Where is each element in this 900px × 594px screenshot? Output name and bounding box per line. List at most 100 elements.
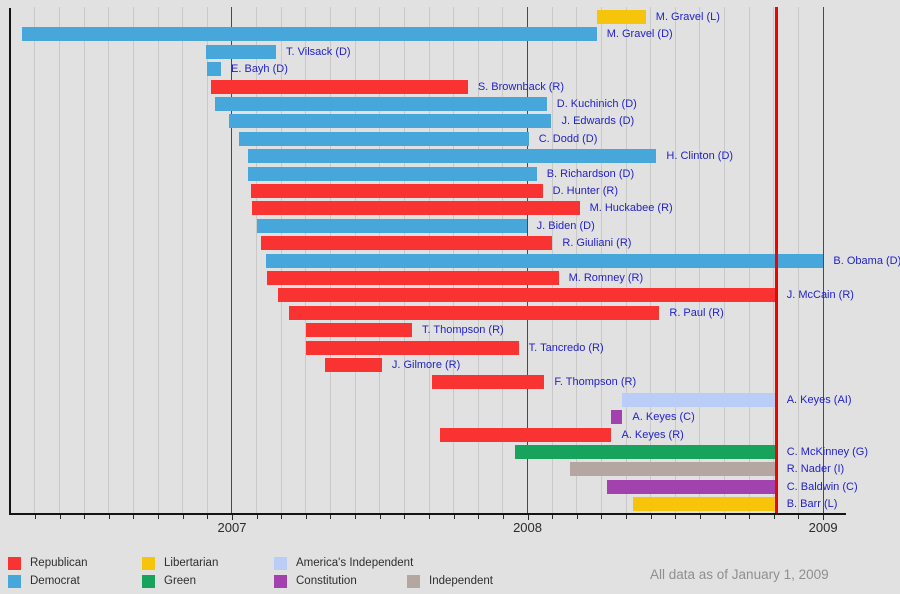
month-gridline (256, 7, 258, 513)
month-tick (59, 515, 61, 519)
timeline-bar (439, 427, 612, 442)
timeline-bar (611, 410, 623, 425)
bar-label: J. Edwards (D) (561, 115, 635, 128)
bar-label: C. Dodd (D) (538, 132, 598, 145)
bar-label: J. Biden (D) (536, 219, 595, 232)
month-tick (699, 515, 701, 519)
legend-label: Republican (30, 557, 88, 569)
timeline-bar (622, 392, 777, 407)
month-tick (281, 515, 283, 519)
bar-label: A. Keyes (C) (632, 411, 695, 424)
timeline-bar (596, 10, 646, 24)
legend-swatch-america-s-independent (274, 557, 287, 570)
year-tick (527, 515, 529, 520)
timeline-bar (22, 27, 597, 42)
month-gridline (108, 7, 110, 513)
year-tick-label: 2007 (217, 520, 247, 535)
month-tick (453, 515, 455, 519)
month-tick (429, 515, 431, 519)
timeline-bar (324, 358, 382, 372)
month-tick (749, 515, 751, 519)
month-tick (379, 515, 381, 519)
legend-label: Constitution (296, 575, 357, 587)
timeline-bar (305, 323, 412, 338)
legend-label: America's Independent (296, 557, 414, 569)
bar-label: B. Obama (D) (833, 254, 900, 267)
bar-label: S. Brownback (R) (477, 80, 565, 93)
timeline-bar (207, 62, 222, 77)
month-tick (133, 515, 135, 519)
year-tick-label: 2008 (513, 520, 542, 535)
month-tick (502, 515, 504, 519)
bar-label: C. McKinney (G) (786, 446, 869, 458)
timeline-bar (278, 288, 777, 303)
timeline-bar (266, 271, 559, 285)
month-tick (355, 515, 357, 519)
timeline-bar (607, 479, 777, 494)
year-tick (823, 515, 825, 520)
timeline-bar (239, 131, 529, 146)
month-tick (108, 515, 110, 519)
month-tick (675, 515, 677, 519)
bar-label: D. Hunter (R) (552, 185, 619, 197)
year-tick-label: 2009 (808, 520, 838, 535)
timeline-bar (205, 44, 276, 59)
month-tick (34, 515, 36, 519)
month-tick (724, 515, 726, 519)
y-axis-spine (9, 8, 11, 515)
bar-label: D. Kuchinich (D) (556, 98, 637, 110)
month-gridline (182, 7, 184, 513)
legend-swatch-libertarian (142, 557, 155, 570)
month-gridline (83, 7, 85, 513)
year-gridline (231, 7, 233, 513)
month-tick (256, 515, 258, 519)
bar-label: H. Clinton (D) (666, 150, 734, 163)
month-tick (626, 515, 628, 519)
timeline-bar (514, 445, 777, 459)
bar-label: T. Tancredo (R) (528, 341, 604, 354)
legend-label: Independent (429, 575, 493, 587)
timeline-bar (247, 166, 537, 181)
month-gridline (59, 7, 61, 513)
bar-label: R. Nader (I) (786, 463, 845, 476)
month-tick (207, 515, 209, 519)
bar-label: F. Thompson (R) (554, 376, 637, 389)
year-tick (231, 515, 233, 520)
bar-label: J. Gilmore (R) (391, 359, 461, 371)
footnote-text: All data as of January 1, 2009 (650, 567, 829, 582)
timeline-bar (305, 340, 519, 355)
timeline-bar (229, 114, 552, 129)
bar-label: M. Gravel (D) (606, 28, 673, 41)
month-tick (330, 515, 332, 519)
month-tick (158, 515, 160, 519)
bar-label: B. Barr (L) (786, 498, 838, 511)
timeline-bar (570, 462, 777, 477)
month-gridline (132, 7, 134, 513)
x-axis-spine (9, 513, 846, 515)
month-tick (552, 515, 554, 519)
bar-label: J. McCain (R) (786, 289, 854, 302)
month-tick (84, 515, 86, 519)
month-tick (650, 515, 652, 519)
timeline-bar (633, 497, 777, 512)
legend-swatch-constitution (274, 575, 287, 588)
timeline-bar (215, 97, 547, 111)
bar-label: T. Vilsack (D) (286, 45, 351, 58)
bar-label: B. Richardson (D) (546, 167, 635, 180)
legend-swatch-independent (407, 575, 420, 588)
legend-label: Green (164, 575, 196, 587)
legend-swatch-green (142, 575, 155, 588)
month-tick (798, 515, 800, 519)
legend-swatch-democrat (8, 575, 21, 588)
month-gridline (157, 7, 159, 513)
bar-label: A. Keyes (R) (621, 428, 684, 441)
bar-label: R. Giuliani (R) (562, 237, 632, 250)
bar-label: E. Bayh (D) (231, 63, 288, 76)
timeline-bar (250, 184, 543, 198)
bar-label: A. Keyes (AI) (786, 393, 852, 406)
month-tick (404, 515, 406, 519)
bar-label: T. Thompson (R) (421, 324, 504, 337)
month-tick (576, 515, 578, 519)
legend-label: Libertarian (164, 557, 219, 569)
timeline-bar (210, 79, 468, 94)
